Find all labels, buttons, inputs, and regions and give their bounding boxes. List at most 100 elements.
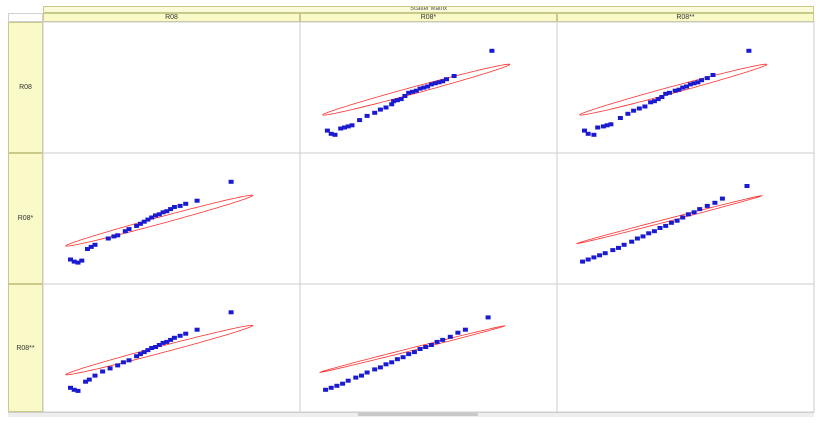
data-point[interactable] [712, 200, 718, 205]
data-point[interactable] [92, 242, 98, 247]
data-point[interactable] [672, 88, 678, 93]
data-point[interactable] [591, 132, 597, 137]
data-point[interactable] [423, 345, 429, 349]
data-point[interactable] [585, 257, 591, 262]
data-point[interactable] [100, 369, 106, 374]
data-point[interactable] [137, 221, 143, 226]
data-point[interactable] [610, 248, 616, 253]
data-point[interactable] [126, 227, 132, 232]
data-point[interactable] [451, 74, 457, 78]
data-point[interactable] [425, 84, 431, 89]
data-point[interactable] [413, 88, 419, 93]
data-point[interactable] [389, 102, 395, 107]
data-point[interactable] [398, 97, 404, 102]
data-point[interactable] [194, 198, 200, 203]
data-point[interactable] [582, 128, 587, 133]
data-point[interactable] [704, 203, 710, 208]
data-point[interactable] [177, 333, 183, 338]
data-point[interactable] [485, 315, 491, 320]
data-point[interactable] [648, 100, 654, 105]
horizontal-scrollbar[interactable] [8, 412, 814, 417]
data-point[interactable] [719, 196, 725, 201]
data-point[interactable] [332, 132, 338, 137]
data-point[interactable] [153, 345, 158, 349]
data-point[interactable] [156, 212, 162, 217]
data-point[interactable] [323, 387, 329, 392]
data-point[interactable] [377, 365, 383, 370]
data-point[interactable] [597, 253, 603, 258]
data-point[interactable] [402, 94, 408, 98]
data-point[interactable] [655, 97, 661, 102]
data-point[interactable] [183, 331, 189, 336]
data-point[interactable] [428, 343, 434, 347]
data-point[interactable] [372, 110, 378, 115]
data-point[interactable] [75, 388, 81, 393]
data-point[interactable] [383, 362, 389, 367]
data-point[interactable] [580, 259, 586, 264]
data-point[interactable] [746, 48, 752, 53]
data-point[interactable] [126, 358, 132, 363]
data-point[interactable] [141, 219, 147, 224]
data-point[interactable] [353, 375, 359, 380]
data-point[interactable] [71, 259, 77, 264]
data-point[interactable] [680, 215, 686, 220]
data-point[interactable] [608, 122, 614, 127]
data-point[interactable] [710, 73, 716, 77]
data-point[interactable] [651, 229, 657, 234]
data-point[interactable] [122, 229, 128, 234]
data-point[interactable] [697, 207, 703, 212]
data-point[interactable] [171, 335, 177, 340]
data-point[interactable] [228, 310, 234, 315]
data-point[interactable] [668, 220, 674, 225]
data-point[interactable] [667, 90, 672, 95]
data-point[interactable] [115, 233, 121, 238]
data-point[interactable] [591, 255, 597, 260]
data-point[interactable] [600, 124, 606, 129]
data-point[interactable] [156, 343, 162, 347]
data-point[interactable] [168, 207, 174, 212]
data-point[interactable] [421, 85, 427, 90]
data-point[interactable] [663, 91, 669, 96]
data-point[interactable] [604, 123, 610, 128]
data-point[interactable] [699, 78, 705, 83]
data-point[interactable] [428, 82, 434, 87]
data-point[interactable] [642, 104, 648, 109]
data-point[interactable] [164, 209, 170, 214]
data-point[interactable] [134, 223, 140, 228]
data-point[interactable] [349, 123, 355, 128]
data-point[interactable] [345, 378, 351, 383]
data-point[interactable] [160, 340, 166, 345]
data-point[interactable] [406, 90, 412, 95]
data-point[interactable] [79, 258, 85, 263]
data-point[interactable] [149, 215, 155, 220]
data-point[interactable] [406, 352, 412, 357]
data-point[interactable] [111, 234, 117, 239]
data-point[interactable] [691, 210, 697, 215]
data-point[interactable] [676, 87, 682, 92]
data-point[interactable] [183, 201, 189, 206]
data-point[interactable] [440, 79, 446, 84]
data-point[interactable] [228, 179, 234, 184]
data-point[interactable] [171, 205, 177, 209]
data-point[interactable] [663, 223, 669, 228]
data-point[interactable] [328, 385, 334, 390]
data-point[interactable] [71, 387, 77, 392]
data-point[interactable] [75, 260, 81, 265]
data-point[interactable] [685, 212, 691, 217]
data-point[interactable] [417, 86, 423, 91]
data-point[interactable] [85, 247, 90, 251]
data-point[interactable] [704, 76, 710, 81]
data-point[interactable] [636, 106, 642, 111]
data-point[interactable] [411, 350, 417, 355]
data-point[interactable] [616, 245, 621, 250]
data-point[interactable] [602, 251, 608, 256]
data-point[interactable] [194, 327, 200, 332]
data-point[interactable] [92, 373, 98, 378]
data-point[interactable] [334, 383, 340, 388]
data-point[interactable] [168, 337, 174, 342]
data-point[interactable] [744, 184, 750, 188]
data-point[interactable] [617, 116, 623, 120]
data-point[interactable] [634, 236, 640, 241]
data-point[interactable] [83, 379, 89, 384]
data-point[interactable] [88, 244, 94, 249]
